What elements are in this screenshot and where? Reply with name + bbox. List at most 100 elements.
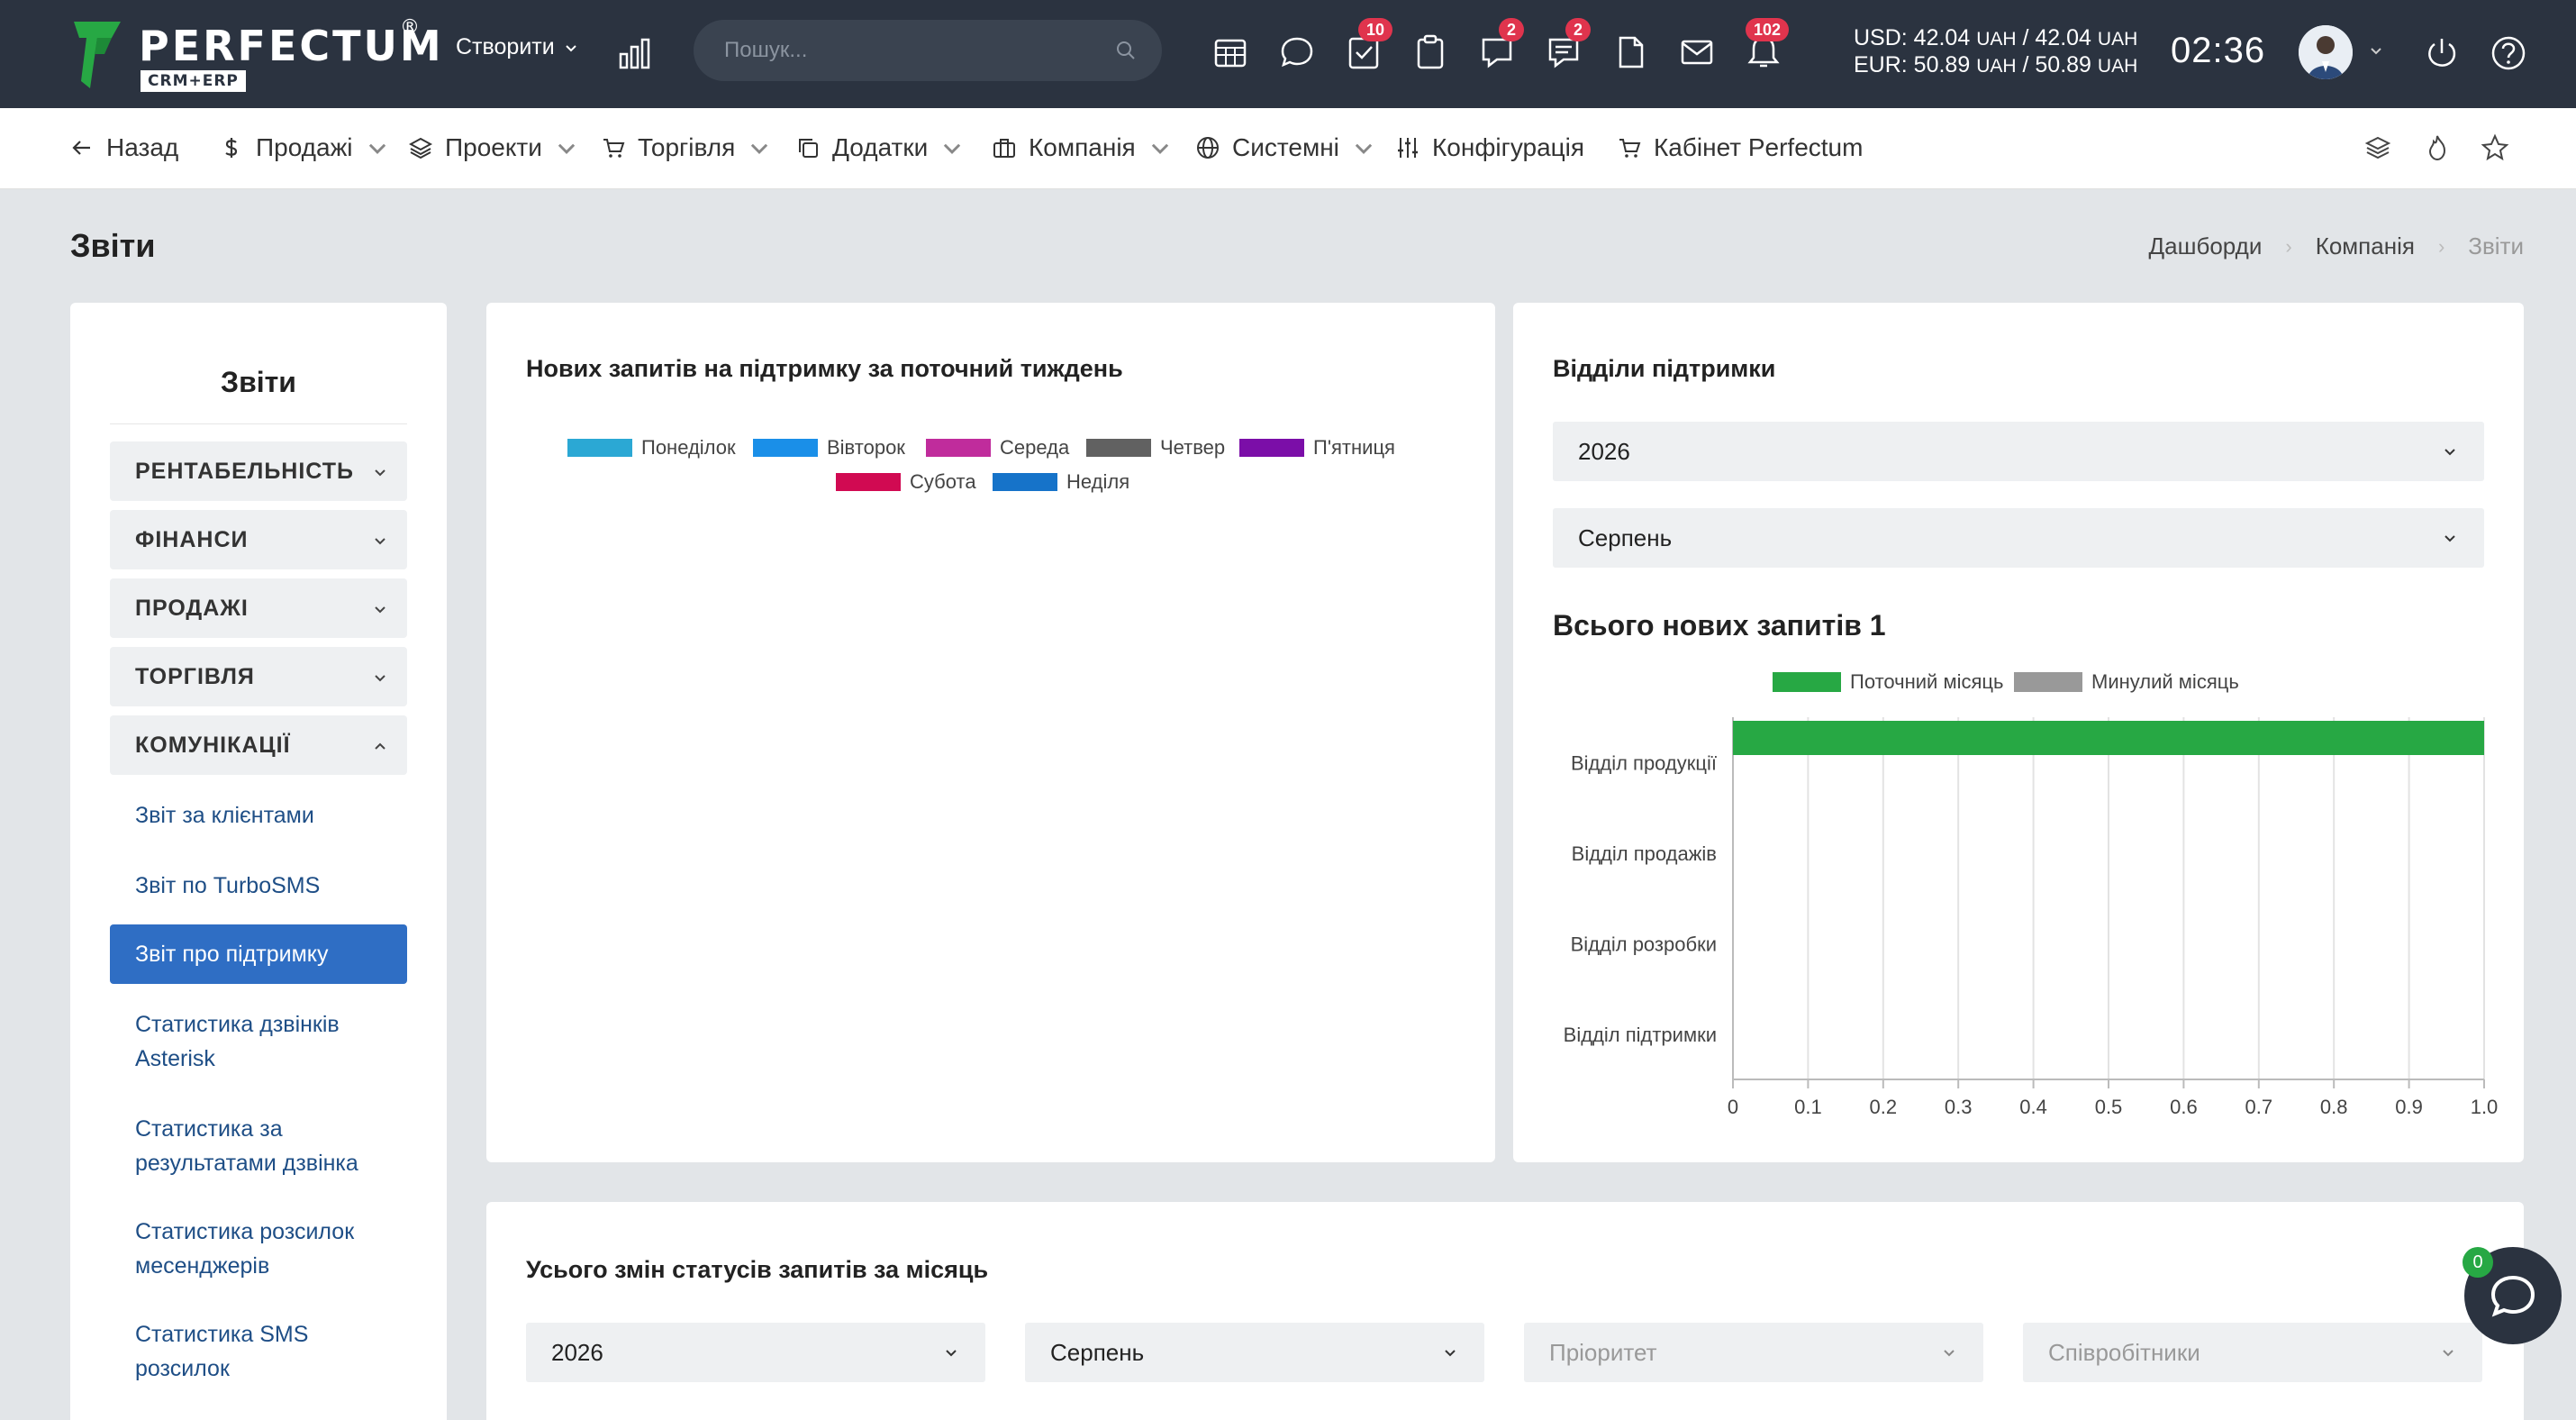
chevron-down-icon — [1355, 143, 1373, 154]
report-link-call-results[interactable]: Статистика за результатами дзвінка — [135, 1116, 358, 1176]
clipboard-icon[interactable] — [1410, 32, 1450, 72]
search-icon[interactable] — [1115, 40, 1137, 61]
category-finance[interactable]: ФІНАНСИ — [110, 510, 407, 569]
nav-config[interactable]: Конфігурація — [1396, 133, 1584, 162]
chat-bubble-icon — [2490, 1275, 2535, 1317]
nav-back[interactable]: Назад — [70, 133, 178, 162]
category-label: ТОРГІВЛЯ — [135, 664, 255, 689]
bell-icon[interactable]: 102 — [1744, 18, 1790, 72]
brand-logo[interactable]: PERFECTUM ® CRM+ERP — [70, 16, 441, 92]
priority-select[interactable]: Пріоритет — [1524, 1323, 1983, 1382]
status-year-value: 2026 — [551, 1339, 603, 1366]
legend-label: Середа — [1000, 436, 1070, 459]
calendar-icon[interactable] — [1211, 32, 1250, 72]
month-select[interactable]: Серпень — [1553, 508, 2484, 568]
avatar[interactable] — [2299, 25, 2353, 79]
nav-projects[interactable]: Проекти — [409, 133, 578, 162]
chevron-down-icon — [558, 143, 576, 154]
nav-company[interactable]: Компанія — [993, 133, 1172, 162]
legend-swatch — [926, 439, 991, 457]
breadcrumb-company[interactable]: Компанія — [2315, 232, 2415, 259]
status-month-select[interactable]: Серпень — [1025, 1323, 1484, 1382]
chevron-down-icon — [1445, 1350, 1456, 1357]
discussion-icon[interactable]: 2 — [1544, 18, 1592, 72]
legend-item[interactable]: Неділя — [993, 470, 1129, 494]
legend-swatch — [993, 473, 1057, 491]
x-tick-label: 0.2 — [1870, 1096, 1898, 1118]
bar-chart-icon[interactable] — [618, 36, 652, 70]
usd-rate: USD: 42.04 UAH / 42.04 UAH — [1854, 25, 2138, 50]
nav-cabinet[interactable]: Кабінет Perfectum — [1618, 133, 1863, 162]
category-communications[interactable]: КОМУНІКАЦІЇ — [110, 715, 407, 775]
power-icon[interactable] — [2423, 34, 2461, 72]
legend-swatch — [1773, 672, 1841, 692]
legend-item[interactable]: Субота — [836, 470, 976, 494]
chevron-down-icon — [375, 538, 385, 545]
clock: 02:36 — [2171, 31, 2266, 70]
star-icon[interactable] — [2481, 133, 2509, 162]
weekly-requests-card: Нових запитів на підтримку за поточний т… — [486, 303, 1495, 1162]
legend-swatch — [836, 473, 901, 491]
year-value: 2026 — [1578, 438, 1630, 465]
report-link-sms[interactable]: Статистика SMS розсилок — [135, 1322, 309, 1381]
legend-item[interactable]: Четвер — [1086, 436, 1225, 460]
chevron-down-icon[interactable] — [2369, 43, 2383, 58]
nav-trade[interactable]: Торгівля — [602, 133, 771, 162]
document-icon[interactable] — [1610, 32, 1650, 72]
nav-addons-label: Додатки — [832, 133, 929, 161]
main-nav: Назад Продажі Проекти Торгівля Додатки К… — [0, 108, 2576, 189]
report-link-support[interactable]: Звіт про підтримку — [110, 924, 407, 984]
eur-rate: EUR: 50.89 UAH / 50.89 UAH — [1854, 52, 2138, 77]
legend-label: Поточний місяць — [1850, 670, 2003, 693]
mail-icon[interactable] — [1677, 32, 1717, 72]
category-profitability[interactable]: РЕНТАБЕЛЬНІСТЬ — [110, 441, 407, 501]
help-icon[interactable] — [2490, 34, 2527, 72]
month-value: Серпень — [1578, 524, 1673, 551]
layers-icon[interactable] — [2363, 133, 2392, 162]
staff-select[interactable]: Співробітники — [2023, 1323, 2482, 1382]
legend-item[interactable]: Вівторок — [753, 436, 905, 460]
legend-item[interactable]: Понеділок — [567, 436, 736, 460]
nav-sales[interactable]: Продажі — [220, 133, 389, 162]
nav-system[interactable]: Системні — [1196, 133, 1375, 162]
category-label: РЕНТАБЕЛЬНІСТЬ — [135, 459, 354, 484]
x-tick-label: 0.4 — [2019, 1096, 2047, 1118]
report-link-turbosms[interactable]: Звіт по TurboSMS — [135, 873, 321, 898]
year-select[interactable]: 2026 — [1553, 422, 2484, 481]
create-button[interactable]: Створити — [456, 34, 578, 60]
arrow-left-icon — [72, 141, 90, 155]
legend-item[interactable]: П'ятниця — [1239, 436, 1395, 460]
x-tick-label: 0.9 — [2395, 1096, 2423, 1118]
legend-label: П'ятниця — [1313, 436, 1395, 459]
breadcrumb-dashboards[interactable]: Дашборди — [2148, 232, 2263, 259]
x-tick-label: 0 — [1728, 1096, 1738, 1118]
legend-item[interactable]: Середа — [926, 436, 1069, 460]
legend-label: Вівторок — [827, 436, 905, 459]
tasks-icon[interactable]: 10 — [1344, 18, 1393, 72]
status-year-select[interactable]: 2026 — [526, 1323, 985, 1382]
search-input[interactable] — [724, 20, 1102, 81]
report-link-messenger[interactable]: Статистика розсилок месенджерів — [135, 1219, 355, 1279]
copy-icon — [799, 139, 818, 158]
reports-sidebar: Звіти РЕНТАБЕЛЬНІСТЬ ФІНАНСИ ПРОДАЖІ ТОР… — [70, 303, 447, 1420]
flame-icon[interactable] — [2423, 133, 2452, 162]
category-sales[interactable]: ПРОДАЖІ — [110, 578, 407, 638]
nav-trade-label: Торгівля — [638, 133, 736, 161]
chevron-down-icon — [1151, 143, 1168, 154]
globe-icon — [1197, 137, 1219, 159]
departments-title: Відділи підтримки — [1553, 355, 1776, 382]
nav-addons[interactable]: Додатки — [796, 133, 964, 162]
chat-bubble-icon[interactable] — [1277, 32, 1317, 72]
category-label: ФІНАНСИ — [135, 527, 249, 552]
x-tick-label: 0.1 — [1794, 1096, 1822, 1118]
report-link-asterisk[interactable]: Статистика дзвінків Asterisk — [135, 1012, 340, 1071]
chevron-down-icon — [375, 469, 385, 477]
legend-swatch — [1239, 439, 1304, 457]
conversation-icon[interactable]: 2 — [1477, 18, 1525, 72]
legend-label: Неділя — [1066, 470, 1130, 493]
create-label: Створити — [456, 34, 555, 59]
report-link-clients[interactable]: Звіт за клієнтами — [135, 803, 314, 828]
breadcrumb-reports: Звіти — [2468, 232, 2524, 259]
cart-icon — [1619, 139, 1641, 158]
category-trade[interactable]: ТОРГІВЛЯ — [110, 647, 407, 706]
